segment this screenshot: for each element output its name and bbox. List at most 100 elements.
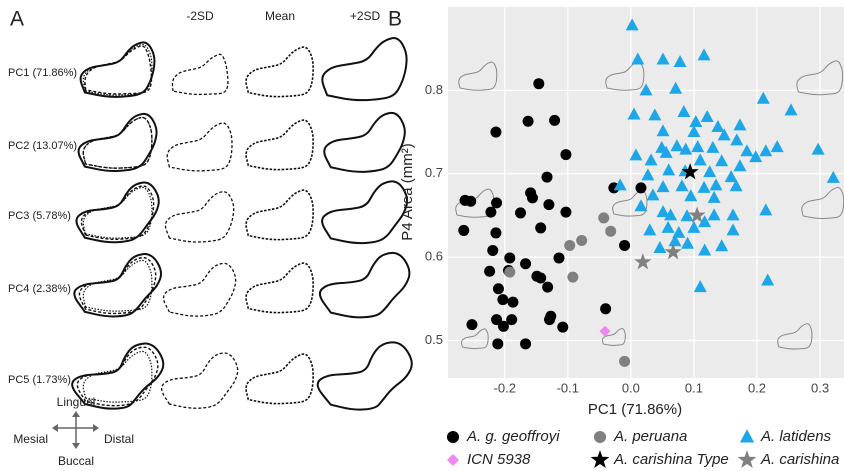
point — [560, 206, 572, 218]
point — [698, 215, 712, 228]
legend-marker — [739, 429, 755, 443]
point — [646, 188, 660, 201]
outline — [82, 259, 153, 312]
point — [639, 83, 653, 96]
point — [560, 149, 572, 161]
x-tick-label: 0.1 — [685, 380, 703, 395]
point — [643, 223, 657, 236]
outline — [777, 323, 813, 350]
outline — [245, 119, 314, 171]
legend-marker — [446, 453, 460, 467]
points — [458, 18, 840, 367]
background-outlines — [455, 60, 844, 350]
point — [535, 222, 547, 234]
point — [729, 179, 743, 192]
point — [707, 190, 721, 203]
point — [598, 212, 610, 224]
legend-label: A. carishina Type — [613, 451, 729, 468]
point — [715, 154, 729, 167]
point — [675, 179, 689, 192]
point — [504, 252, 516, 264]
point — [542, 281, 554, 293]
point — [703, 165, 717, 178]
point — [641, 168, 655, 181]
point — [543, 199, 555, 211]
point — [733, 118, 747, 131]
point — [506, 314, 518, 326]
point — [662, 163, 676, 176]
point — [679, 142, 693, 155]
shape-grid — [71, 37, 413, 411]
point — [644, 153, 658, 166]
legend-label: A. carishina — [760, 451, 839, 468]
point — [759, 144, 773, 157]
y-axis-title: P4 Area (mm²) — [399, 143, 416, 241]
point — [688, 206, 706, 223]
point — [497, 294, 509, 306]
point — [648, 108, 662, 121]
x-tick-label: 0.0 — [622, 380, 640, 395]
point — [522, 115, 534, 127]
point — [770, 140, 784, 153]
point — [564, 239, 576, 251]
point — [605, 225, 617, 237]
outline — [80, 185, 155, 240]
x-tick-label: 0.2 — [748, 380, 766, 395]
point — [711, 120, 725, 133]
point — [759, 203, 773, 216]
outline — [321, 37, 408, 102]
outline — [164, 191, 235, 243]
point — [515, 207, 527, 219]
compass-label: Buccal — [58, 454, 94, 468]
column-header: +2SD — [350, 9, 381, 23]
point — [490, 227, 502, 239]
point — [693, 153, 707, 166]
point — [661, 220, 675, 233]
panel-label: A — [10, 8, 24, 31]
point — [533, 78, 545, 90]
point — [756, 91, 770, 104]
y-tick-label: 0.5 — [425, 332, 443, 347]
row-label: PC5 (1.73%) — [8, 374, 71, 386]
point — [653, 240, 667, 253]
point — [784, 103, 798, 116]
row-label: PC3 (5.78%) — [8, 210, 71, 222]
point — [709, 178, 723, 191]
outline — [166, 122, 233, 172]
point — [656, 180, 670, 193]
point — [681, 236, 695, 249]
point — [673, 55, 687, 68]
point — [826, 170, 840, 183]
point — [726, 223, 740, 236]
legend-marker — [446, 430, 460, 444]
point — [672, 225, 686, 238]
legend-label: A. peruana — [613, 428, 687, 445]
point — [526, 192, 538, 204]
point — [492, 283, 504, 295]
point — [491, 314, 503, 326]
point — [697, 48, 711, 61]
point — [680, 209, 694, 222]
outline — [321, 180, 409, 245]
point — [600, 303, 612, 315]
row-label: PC1 (71.86%) — [8, 67, 77, 79]
outline — [245, 46, 314, 98]
column-header: Mean — [265, 9, 295, 23]
point — [507, 296, 519, 308]
column-header: -2SD — [186, 9, 214, 23]
point — [619, 355, 631, 367]
y-tick-label: 0.7 — [425, 165, 443, 180]
outline — [82, 186, 153, 239]
point — [627, 107, 641, 120]
point — [520, 258, 532, 270]
point — [687, 125, 701, 138]
legend-label: ICN 5938 — [467, 451, 531, 468]
legend-label: A. g. geoffroyi — [466, 428, 560, 445]
point — [492, 338, 504, 350]
point — [656, 205, 670, 218]
outline — [245, 262, 314, 314]
point — [659, 145, 673, 158]
x-tick-label: -0.2 — [494, 380, 516, 395]
point — [684, 189, 698, 202]
point — [656, 124, 670, 137]
